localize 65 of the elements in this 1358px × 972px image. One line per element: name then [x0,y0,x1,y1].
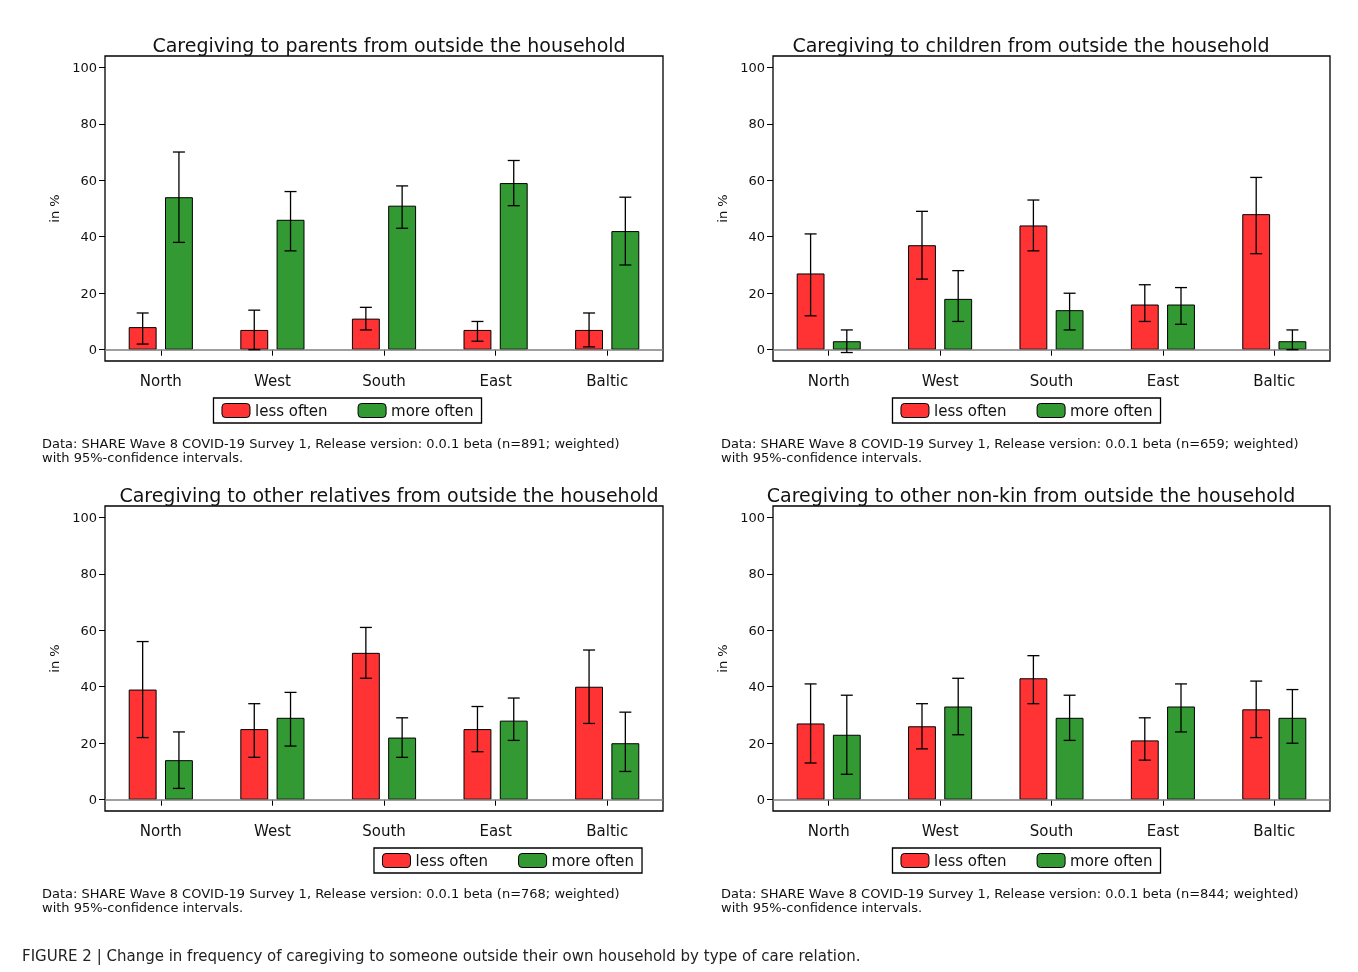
text: Data: SHARE Wave 8 COVID-19 Survey 1, Release version: 0.0.1 beta (n=659; weighted) with 95%-confidence intervals. [721,435,1299,465]
y-tick-label: 60 [748,172,765,188]
y-tick-label: 60 [80,622,97,638]
chart-title: Caregiving to parents from outside the household [152,33,626,56]
legend-label: more often [551,851,635,870]
y-tick-label: 40 [80,679,97,695]
legend-label: more often [391,401,474,420]
y-tick-label: 60 [748,622,765,638]
x-tick-label: East [479,821,512,840]
y-tick-label: 40 [748,229,765,245]
legend-label: less often [933,851,1007,870]
legend-label: less often [254,401,328,420]
chart-title: Caregiving to children from outside the household [792,33,1270,56]
x-tick-label: East [1146,371,1180,390]
x-tick-label: West [921,371,959,390]
y-axis-title: in % [715,644,731,673]
text: Data: SHARE Wave 8 COVID-19 Survey 1, Release version: 0.0.1 beta (n=844; weighted) with 95%-confidence intervals. [721,885,1299,915]
x-tick-label: South [362,371,406,390]
y-axis-title: in % [47,644,63,673]
x-tick-label: South [1029,821,1074,840]
y-tick-label: 20 [80,735,97,751]
chart-title: Caregiving to other relatives from outside the household [119,483,659,506]
caption: FIGURE 2 | Change in frequency of caregiving to someone outside their own household by type of care relation. [22,946,861,965]
legend-label: less often [933,401,1007,420]
x-tick-label: East [479,371,512,390]
x-tick-label: Baltic [1253,821,1296,840]
x-tick-label: Baltic [586,371,629,390]
x-tick-label: Baltic [1253,371,1296,390]
x-tick-label: North [807,371,850,390]
y-tick-label: 40 [80,229,97,245]
x-tick-label: West [921,821,959,840]
y-tick-label: 60 [80,172,97,188]
y-axis-title: in % [47,194,63,223]
text: Data: SHARE Wave 8 COVID-19 Survey 1, Release version: 0.0.1 beta (n=768; weighted) with 95%-confidence intervals. [42,885,620,915]
y-tick-label: 0 [88,342,97,358]
x-tick-label: North [139,371,182,390]
x-tick-label: North [139,821,182,840]
x-tick-label: Baltic [586,821,629,840]
x-tick-label: East [1146,821,1180,840]
y-tick-label: 20 [748,285,765,301]
chart-title: Caregiving to other non-kin from outside the household [766,483,1296,506]
y-tick-label: 20 [748,735,765,751]
text: Data: SHARE Wave 8 COVID-19 Survey 1, Release version: 0.0.1 beta (n=891; weighted) with 95%-confidence intervals. [42,435,620,465]
y-tick-label: 100 [740,509,765,525]
y-tick-label: 100 [740,59,765,75]
y-tick-label: 0 [88,792,97,808]
y-tick-label: 20 [80,285,97,301]
x-tick-label: South [362,821,406,840]
x-tick-label: North [807,821,850,840]
x-tick-label: West [253,821,291,840]
legend-label: less often [415,851,489,870]
y-tick-label: 80 [80,566,97,582]
y-tick-label: 40 [748,679,765,695]
y-tick-label: 80 [748,566,765,582]
legend-label: more often [1070,851,1153,870]
y-tick-label: 80 [748,116,765,132]
y-tick-label: 100 [72,509,97,525]
y-axis-title: in % [715,194,731,223]
y-tick-label: 80 [80,116,97,132]
legend-label: more often [1070,401,1153,420]
x-tick-label: West [253,371,291,390]
x-tick-label: South [1029,371,1074,390]
y-tick-label: 0 [756,792,765,808]
y-tick-label: 0 [756,342,765,358]
y-tick-label: 100 [72,59,97,75]
